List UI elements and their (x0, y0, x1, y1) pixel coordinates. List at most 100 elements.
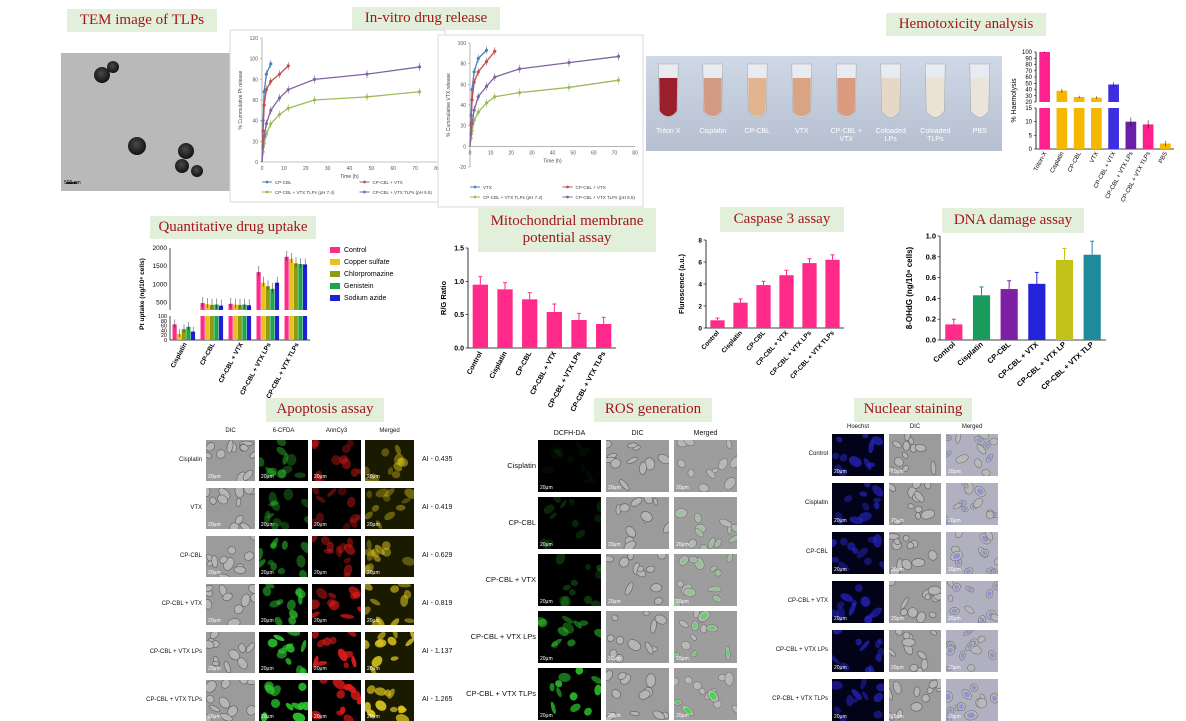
data-point (472, 118, 476, 123)
cell (901, 452, 909, 459)
bar (261, 282, 266, 310)
micrograph-dic: 20μm (606, 440, 669, 492)
scale-label: 20μm (608, 713, 621, 719)
cell (336, 710, 344, 716)
y-axis-label: % Cummulative VTX release (446, 73, 452, 137)
cell (627, 554, 635, 561)
micrograph-cells (674, 611, 731, 661)
cell (347, 537, 354, 548)
cell (863, 483, 871, 488)
tem-image: 500 nm (61, 53, 230, 191)
cell (726, 440, 732, 449)
cell-signal (709, 539, 714, 547)
scale-label: 20μm (314, 714, 327, 720)
bar (972, 295, 991, 340)
scale-label: 20μm (261, 474, 274, 480)
cell (619, 503, 630, 513)
micrograph-cells (674, 554, 733, 606)
cell (877, 638, 883, 645)
cell (276, 469, 287, 479)
scale-label: 20μm (314, 570, 327, 576)
cell (619, 479, 630, 491)
micrograph-dic: 20μm (206, 584, 255, 625)
micrograph-red: 20μm (312, 632, 361, 673)
y-tick-label: 60 (1025, 75, 1032, 81)
cell (615, 636, 625, 645)
data-point (365, 72, 369, 76)
tem-particles (66, 61, 203, 184)
cell (206, 442, 216, 452)
cell (698, 687, 706, 695)
cell (624, 582, 634, 596)
micrograph-blue: 20μm (832, 532, 884, 574)
row-label: CP-CBL + VTX (485, 575, 536, 584)
cell (973, 497, 983, 508)
cell (871, 436, 884, 446)
cell-signal (946, 436, 951, 440)
cell (688, 555, 698, 564)
mito-title-line2: potential assay (522, 230, 612, 246)
cell (371, 655, 383, 668)
cell (610, 458, 622, 469)
cell-signal (701, 546, 707, 549)
cell (270, 698, 281, 708)
cell (542, 465, 555, 474)
data-point (472, 80, 476, 84)
bar (228, 303, 233, 310)
cell (346, 440, 354, 447)
cell-signal (692, 622, 698, 629)
cell (538, 616, 546, 626)
cell (206, 680, 217, 693)
legend-label: Control (344, 247, 367, 254)
tube-label: Coloaded (876, 128, 906, 135)
cell (584, 595, 593, 605)
bar (274, 316, 280, 340)
cell (594, 684, 601, 696)
cell (724, 671, 734, 686)
legend-label: CP-CBL + VTX TLPs (pH 7.4) (483, 195, 543, 200)
cell-signal (984, 442, 991, 449)
cell (206, 599, 213, 610)
x-tick-label: 30 (325, 166, 331, 172)
cell (914, 490, 925, 503)
cell (392, 632, 398, 639)
cell (365, 701, 371, 713)
cell (679, 620, 689, 628)
tube-liquid (703, 78, 722, 117)
cell (267, 559, 274, 566)
cell (694, 512, 702, 524)
y-tick-label: 100 (158, 314, 167, 320)
cell-signal (714, 596, 720, 601)
cell (397, 705, 406, 712)
cell (870, 607, 883, 618)
cell (724, 477, 736, 490)
x-axis-label: Time (h) (543, 158, 562, 164)
cell (312, 611, 320, 619)
cell (264, 510, 271, 525)
cell (718, 458, 729, 470)
x-tick-label: Cisplatin (720, 330, 744, 355)
cell (381, 448, 390, 457)
cell (337, 648, 348, 662)
x-tick-label: 50 (570, 150, 576, 156)
x-tick-label: CP-CBL (1067, 151, 1083, 174)
micrograph-cells (365, 539, 414, 575)
cell (646, 565, 656, 573)
micrograph-red: 20μm (312, 536, 361, 577)
data-point (277, 96, 282, 100)
micrograph-cells (259, 440, 306, 479)
micrograph-blue: 20μm (832, 679, 884, 721)
micrograph-cells (676, 440, 737, 492)
scale-label: 20μm (948, 518, 961, 524)
data-point (470, 122, 474, 126)
bar (1055, 259, 1074, 340)
row-label: CP-CBL + VTX TLPs (466, 689, 536, 698)
cell (617, 671, 627, 680)
cell (405, 637, 414, 647)
cell (964, 605, 975, 614)
cell (862, 434, 869, 439)
cell (907, 607, 918, 618)
cell (206, 452, 212, 459)
cell (863, 457, 872, 470)
scale-label: 20μm (608, 485, 621, 491)
